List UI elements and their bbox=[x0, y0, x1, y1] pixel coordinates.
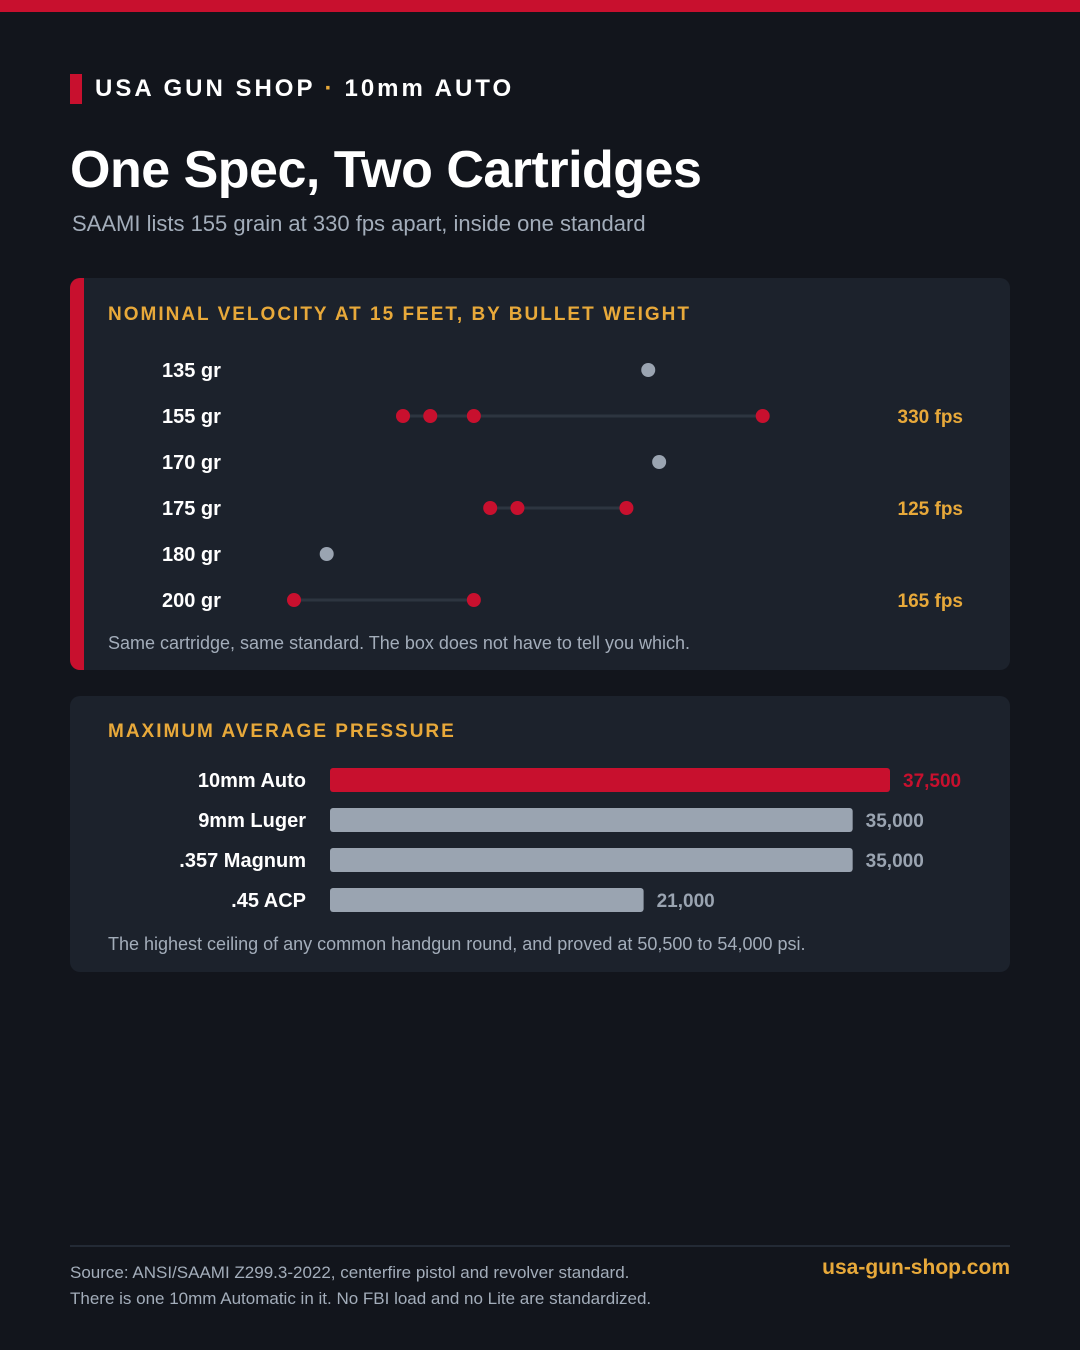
velocity-row-label-155-gr: 155 gr bbox=[162, 406, 221, 428]
pressure-bar-label-10mm-Auto: 10mm Auto bbox=[198, 770, 306, 792]
velocity-panel-accent bbox=[70, 278, 84, 670]
pressure-value-label-357-Magnum: 35,000 bbox=[866, 851, 924, 872]
brand-name: USA GUN SHOP bbox=[95, 75, 316, 102]
velocity-panel: NOMINAL VELOCITY AT 15 FEET, BY BULLET W… bbox=[70, 278, 1010, 670]
velocity-dot-200-gr-1 bbox=[466, 593, 481, 607]
velocity-chart-title: NOMINAL VELOCITY AT 15 FEET, BY BULLET W… bbox=[108, 304, 691, 325]
velocity-row-label-180-gr: 180 gr bbox=[162, 544, 221, 566]
pressure-chart-title: MAXIMUM AVERAGE PRESSURE bbox=[108, 721, 456, 742]
pressure-bar-9mm-Luger bbox=[330, 808, 853, 832]
top-accent-stripe bbox=[0, 0, 1080, 12]
velocity-dot-175-gr-0 bbox=[483, 501, 498, 515]
pressure-value-label-45-ACP: 21,000 bbox=[657, 891, 715, 912]
footer-source-line-2: There is one 10mm Automatic in it. No FB… bbox=[70, 1289, 652, 1308]
pressure-note: The highest ceiling of any common handgu… bbox=[108, 934, 806, 954]
pressure-bar-label-357-Magnum: .357 Magnum bbox=[179, 850, 306, 872]
brand-header: USA GUN SHOP · 10mm AUTO bbox=[70, 74, 514, 104]
footer-source: Source: ANSI/SAAMI Z299.3-2022, centerfi… bbox=[70, 1260, 651, 1312]
footer-url-link[interactable]: usa-gun-shop.com bbox=[822, 1256, 1010, 1279]
brand-text: USA GUN SHOP · 10mm AUTO bbox=[95, 75, 514, 103]
pressure-bar-label-9mm-Luger: 9mm Luger bbox=[198, 810, 306, 832]
pressure-value-label-10mm-Auto: 37,500 bbox=[903, 771, 961, 792]
velocity-note: Same cartridge, same standard. The box d… bbox=[108, 633, 690, 653]
velocity-row-label-175-gr: 175 gr bbox=[162, 498, 221, 520]
brand-caliber: 10mm AUTO bbox=[344, 75, 515, 102]
velocity-row-label-200-gr: 200 gr bbox=[162, 590, 221, 612]
page-title: One Spec, Two Cartridges bbox=[70, 141, 702, 199]
pressure-bar-10mm-Auto bbox=[330, 768, 890, 792]
velocity-dot-135-gr-0 bbox=[641, 363, 656, 377]
velocity-spread-label-175-gr: 125 fps bbox=[898, 499, 963, 520]
velocity-dot-155-gr-2 bbox=[466, 409, 481, 423]
pressure-bar-label-45-ACP: .45 ACP bbox=[231, 890, 306, 912]
velocity-row-label-170-gr: 170 gr bbox=[162, 452, 221, 474]
pressure-panel: MAXIMUM AVERAGE PRESSURE 10mm Auto 37,500… bbox=[70, 696, 1010, 972]
velocity-dot-170-gr-0 bbox=[652, 455, 667, 469]
velocity-dot-175-gr-1 bbox=[510, 501, 525, 515]
brand-separator: · bbox=[324, 75, 336, 102]
pressure-value-label-9mm-Luger: 35,000 bbox=[866, 811, 924, 832]
velocity-dot-155-gr-1 bbox=[423, 409, 438, 423]
velocity-dot-plot: 135 gr 155 gr 330 fps 170 gr 175 gr 125 fps 18… bbox=[162, 360, 963, 612]
brand-accent-mark bbox=[70, 74, 82, 104]
pressure-bar-45-ACP bbox=[330, 888, 644, 912]
velocity-row-label-135-gr: 135 gr bbox=[162, 360, 221, 382]
velocity-dot-155-gr-0 bbox=[396, 409, 410, 423]
pressure-bar-357-Magnum bbox=[330, 848, 853, 872]
velocity-spread-label-155-gr: 330 fps bbox=[898, 407, 963, 428]
footer-divider bbox=[70, 1245, 1010, 1247]
velocity-dot-180-gr-0 bbox=[319, 547, 334, 561]
velocity-dot-155-gr-3 bbox=[755, 409, 770, 423]
pressure-bar-chart: 10mm Auto 37,500 9mm Luger 35,000 .357 Magnu… bbox=[179, 768, 961, 912]
page-subtitle: SAAMI lists 155 grain at 330 fps apart, … bbox=[72, 211, 646, 236]
footer-source-line-1: Source: ANSI/SAAMI Z299.3-2022, centerfi… bbox=[70, 1263, 630, 1282]
velocity-dot-175-gr-2 bbox=[619, 501, 634, 515]
velocity-dot-200-gr-0 bbox=[287, 593, 301, 607]
velocity-spread-label-200-gr: 165 fps bbox=[898, 591, 963, 612]
